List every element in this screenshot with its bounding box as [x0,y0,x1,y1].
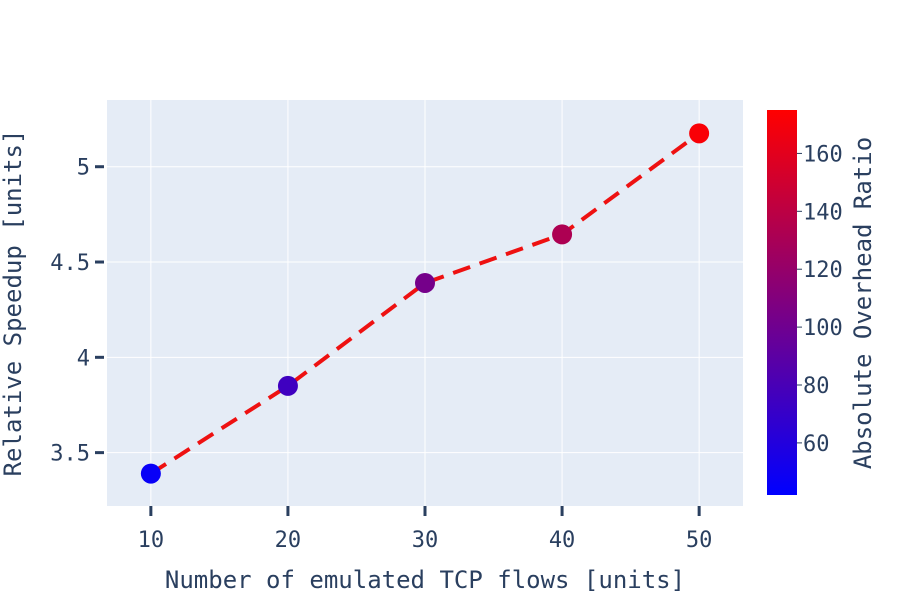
data-point-0 [140,463,161,484]
x-tick-label-2: 30 [412,528,439,553]
colorbar-tick-label-3: 120 [803,258,843,283]
y-tick-label-3: 5 [77,156,90,181]
colorbar-tick-label-1: 80 [803,374,830,399]
colorbar-tick-label-5: 160 [803,142,843,167]
colorbar [767,110,797,495]
series-line [149,131,701,476]
y-axis-title: Relative Speedup [units] [0,130,27,477]
x-axis-ticks: 10 20 30 40 50 [138,506,713,553]
colorbar-tick-label-2: 100 [803,316,843,341]
colorbar-ticks: 60 80 100 120 140 160 [797,142,843,457]
x-tick-label-1: 20 [275,528,302,553]
data-point-1 [277,375,298,396]
data-point-2 [415,272,435,293]
x-axis-title: Number of emulated TCP flows [units] [165,566,685,594]
grid-lines [107,100,743,506]
y-tick-label-2: 4.5 [50,251,90,276]
x-tick-label-3: 40 [549,528,576,553]
colorbar-tick-label-4: 140 [803,200,843,225]
y-tick-label-1: 4 [77,346,90,371]
x-tick-label-4: 50 [686,528,713,553]
colorbar-title: Absolute Overhead Ratio [849,137,877,469]
y-axis-ticks: 3.5 4 4.5 5 [50,156,104,467]
data-point-4 [689,123,710,144]
colorbar-tick-label-0: 60 [803,432,830,457]
data-points [140,123,710,484]
data-point-3 [552,224,573,245]
x-tick-label-0: 10 [138,528,165,553]
y-tick-label-0: 3.5 [50,442,90,467]
